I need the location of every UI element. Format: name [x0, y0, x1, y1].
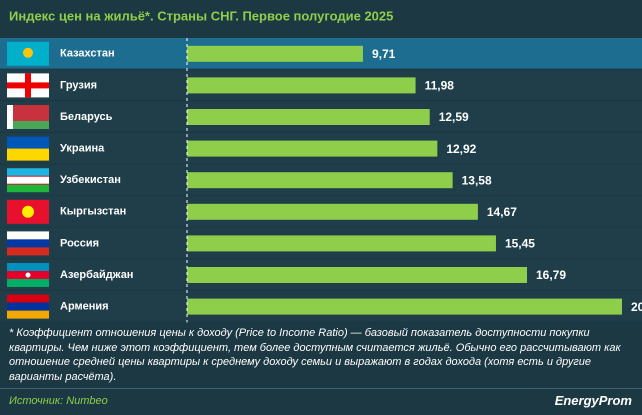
- bar: [187, 235, 496, 252]
- category-label: Беларусь: [60, 111, 113, 123]
- flag: [7, 294, 49, 319]
- category-label: Грузия: [60, 79, 97, 91]
- flag: [7, 41, 49, 66]
- flag: [7, 279, 49, 287]
- chart: Индекс цен на жильё*. Страны СНГ. Первое…: [0, 8, 642, 323]
- flag: [7, 231, 49, 240]
- value-label: 12,59: [439, 110, 469, 124]
- bar: [187, 203, 478, 220]
- flag: [7, 302, 49, 311]
- bar: [187, 109, 430, 125]
- category-label: Армения: [60, 301, 109, 313]
- flag: [25, 272, 31, 278]
- brand-logo: EnergyProm: [554, 393, 632, 408]
- category-label: Россия: [60, 237, 99, 249]
- flag: [7, 105, 13, 129]
- flag: [7, 176, 49, 185]
- flag: [7, 294, 49, 303]
- category-label: Узбекистан: [60, 174, 121, 186]
- value-label: 13,58: [462, 173, 492, 187]
- flag: [7, 310, 49, 319]
- flag: [7, 231, 49, 256]
- source: Источник: Numbeo: [9, 395, 108, 407]
- flag: [7, 263, 49, 287]
- value-label: 12,92: [446, 142, 476, 156]
- flag: [7, 73, 49, 98]
- bar: [187, 77, 416, 94]
- flag: [7, 121, 49, 129]
- bar: [187, 172, 453, 189]
- flag: [7, 82, 49, 89]
- flag: [7, 184, 49, 193]
- category-label: Казахстан: [60, 48, 115, 60]
- flag: [7, 148, 49, 161]
- flag: [7, 247, 49, 256]
- value-label: 14,67: [487, 205, 517, 219]
- value-label: 15,45: [505, 237, 535, 251]
- chart-title: Индекс цен на жильё*. Страны СНГ. Первое…: [9, 8, 393, 23]
- value-label: 16,79: [536, 268, 566, 282]
- flag: [7, 239, 49, 248]
- bar: [187, 140, 438, 157]
- bar: [187, 267, 528, 283]
- separator: [0, 388, 642, 389]
- category-label: Украина: [60, 143, 105, 155]
- flag: [7, 168, 49, 177]
- flag: [7, 199, 49, 224]
- flag: [7, 136, 49, 161]
- category-label: Кыргызстан: [60, 206, 126, 218]
- value-label: 9,71: [372, 47, 396, 61]
- footnote: * Коэффициент отношения цены к доходу (P…: [9, 327, 621, 383]
- flag: [7, 136, 49, 149]
- category-label: Азербайджан: [60, 269, 133, 281]
- flag: [23, 47, 33, 58]
- flag: [7, 175, 49, 177]
- flag: [7, 105, 49, 121]
- flag: [7, 183, 49, 185]
- flag: [7, 105, 49, 129]
- flag: [22, 205, 34, 218]
- bar: [187, 298, 622, 315]
- value-label: 11,98: [425, 79, 455, 93]
- bar: [187, 45, 363, 62]
- flag: [7, 263, 49, 271]
- value-label: 20,89: [631, 300, 642, 314]
- flag: [7, 168, 49, 193]
